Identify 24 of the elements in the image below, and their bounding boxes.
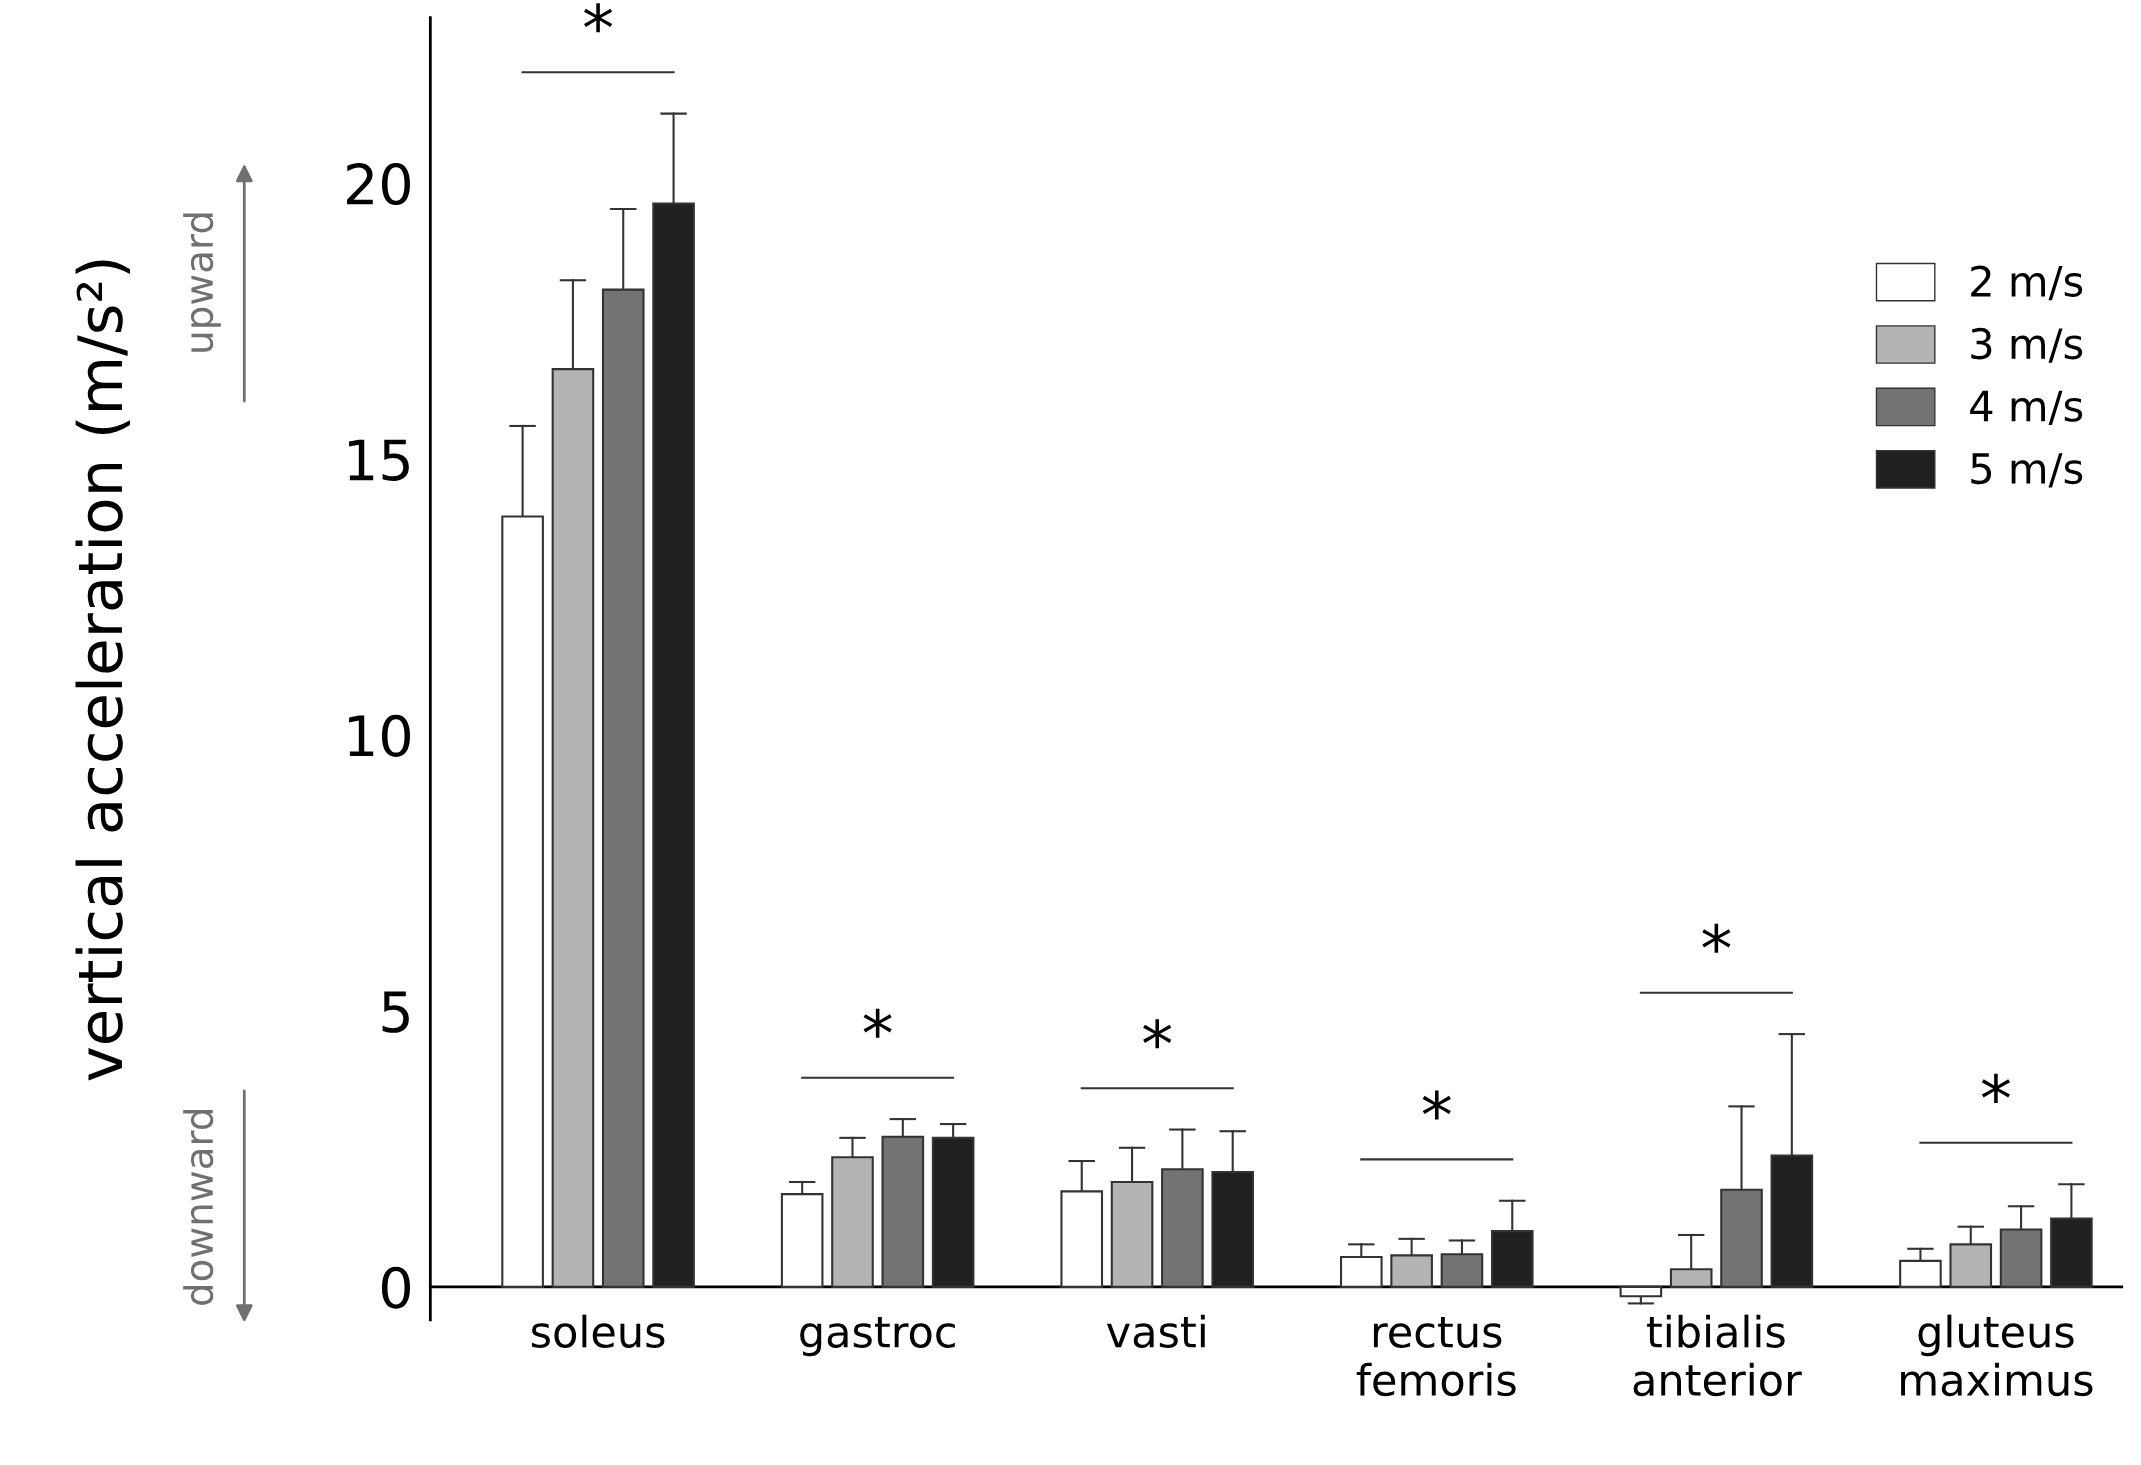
x-tick-label: gluteus maximus bbox=[1901, 1314, 2093, 1397]
annotation: * bbox=[584, 3, 613, 33]
y-tick-label: 10 bbox=[349, 714, 410, 757]
y-tick-label: 0 bbox=[381, 1266, 410, 1309]
legend-label: 5 m/s bbox=[1971, 453, 2083, 488]
y-tick-label: 5 bbox=[382, 991, 409, 1033]
annotation: * bbox=[1143, 1019, 1172, 1049]
legend-label: 2 m/s bbox=[1971, 265, 2083, 301]
annotation: * bbox=[1981, 1073, 2010, 1103]
y-tick-label: 20 bbox=[347, 163, 410, 206]
legend-label: 3 m/s bbox=[1971, 327, 2083, 363]
annotation: * bbox=[863, 1008, 892, 1038]
text: upward bbox=[183, 213, 221, 352]
x-tick-label: vasti bbox=[1106, 1314, 1205, 1348]
annotation: * bbox=[1422, 1090, 1451, 1120]
x-tick-label: rectus femoris bbox=[1356, 1317, 1516, 1397]
x-tick-label: tibialis anterior bbox=[1633, 1314, 1802, 1397]
text: downward bbox=[183, 1110, 214, 1305]
y-tick-label: 15 bbox=[349, 439, 409, 481]
legend-label: 4 m/s bbox=[1970, 390, 2083, 426]
x-tick-label: soleus bbox=[531, 1314, 665, 1348]
y-axis-title: vertical acceleration (m/s²) bbox=[75, 260, 130, 1081]
annotation: * bbox=[1702, 923, 1731, 953]
x-tick-label: gastroc bbox=[800, 1317, 955, 1357]
